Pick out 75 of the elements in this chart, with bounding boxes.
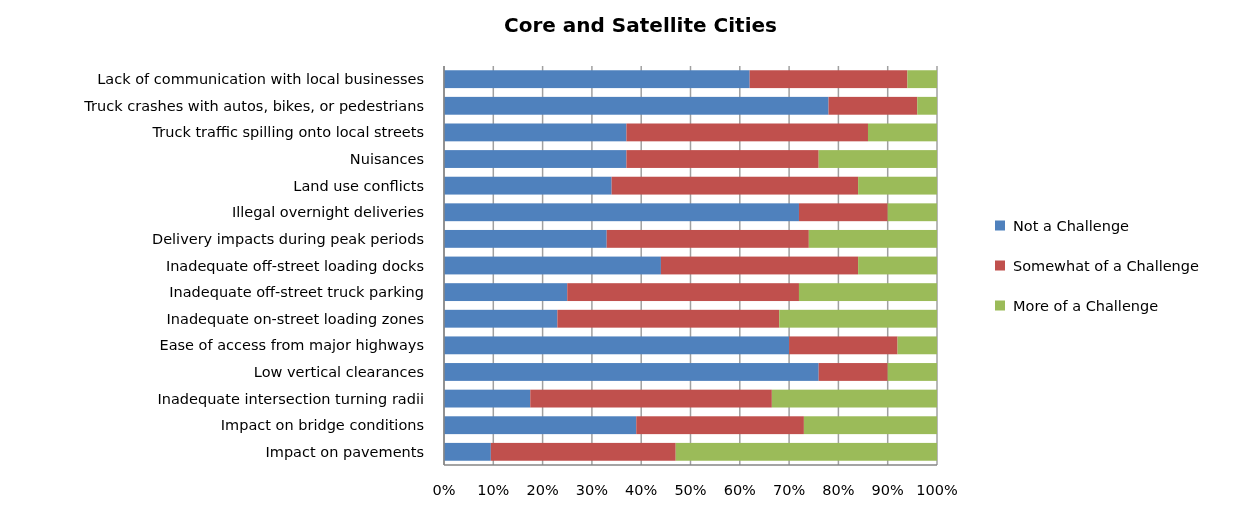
x-tick-label: 20%: [526, 482, 559, 498]
bar: [749, 70, 908, 89]
bar: [557, 309, 780, 328]
x-tick-label: 90%: [871, 482, 904, 498]
y-tick-label: Truck crashes with autos, bikes, or pedestrians: [83, 97, 424, 114]
bar: [818, 363, 888, 381]
bar: [771, 389, 937, 408]
x-tick-label: 10%: [477, 482, 510, 498]
bar: [444, 150, 627, 168]
bar: [444, 416, 637, 435]
x-tick-label: 100%: [916, 482, 958, 498]
bar: [444, 363, 819, 381]
bar: [818, 150, 937, 168]
bar: [858, 176, 937, 195]
y-tick-label: Illegal overnight deliveries: [231, 204, 424, 221]
x-tick-label: 40%: [625, 482, 658, 498]
y-tick-label: Ease of access from major highways: [159, 337, 424, 354]
y-tick-label: Low vertical clearances: [253, 364, 424, 381]
bar: [444, 176, 612, 195]
bar: [887, 203, 937, 222]
bar: [444, 70, 750, 89]
bar: [626, 123, 868, 142]
y-tick-label: Delivery impacts during peak periods: [151, 230, 424, 247]
bar: [444, 229, 607, 248]
bar: [803, 416, 937, 435]
bar: [444, 203, 799, 222]
bar: [867, 123, 937, 142]
bar: [828, 96, 918, 115]
bar: [660, 256, 859, 275]
bar: [567, 283, 799, 302]
bar: [636, 416, 804, 435]
x-tick-label: 80%: [822, 482, 855, 498]
legend-label: Somewhat of a Challenge: [1013, 257, 1199, 274]
bar: [808, 229, 937, 248]
bar: [897, 336, 937, 355]
x-tick-label: 50%: [674, 482, 707, 498]
x-tick-label: 30%: [575, 482, 609, 498]
chart-title: Core and Satellite Cities: [504, 13, 777, 37]
y-tick-label: Land use conflicts: [293, 177, 424, 194]
bar: [611, 176, 859, 195]
y-tick-label: Lack of communication with local businesses: [97, 71, 424, 88]
legend-label: Not a Challenge: [1013, 217, 1130, 234]
bar: [789, 336, 898, 355]
legend-label: More of a Challenge: [1013, 297, 1159, 314]
bar: [444, 442, 491, 461]
y-tick-label: Inadequate on-street loading zones: [166, 310, 424, 327]
bar: [798, 283, 937, 302]
x-tick-label: 0%: [432, 482, 456, 498]
bar: [887, 363, 937, 381]
bar: [444, 336, 790, 355]
y-tick-label: Inadequate intersection turning radii: [157, 390, 424, 407]
bar: [444, 123, 627, 142]
y-tick-label: Truck traffic spilling onto local streets: [151, 124, 424, 141]
bar: [798, 203, 888, 222]
y-tick-label: Impact on bridge conditions: [220, 417, 424, 434]
bar: [490, 442, 676, 461]
x-tick-label: 60%: [723, 482, 756, 498]
y-tick-label: Impact on pavements: [265, 443, 424, 460]
bar: [444, 96, 829, 115]
bar: [444, 283, 568, 302]
bar: [779, 309, 937, 328]
bar: [907, 70, 937, 89]
bar: [917, 96, 937, 115]
bar: [626, 150, 819, 168]
bar: [444, 389, 531, 408]
y-tick-label: Inadequate off-street truck parking: [169, 284, 424, 301]
x-tick-label: 70%: [772, 482, 806, 498]
bar: [675, 442, 937, 461]
y-tick-label: Nuisances: [349, 151, 424, 168]
bar: [606, 229, 809, 248]
bar: [858, 256, 937, 275]
bar: [530, 389, 772, 408]
bar: [444, 256, 661, 275]
bar: [444, 309, 558, 328]
y-tick-label: Inadequate off-street loading docks: [165, 257, 424, 274]
